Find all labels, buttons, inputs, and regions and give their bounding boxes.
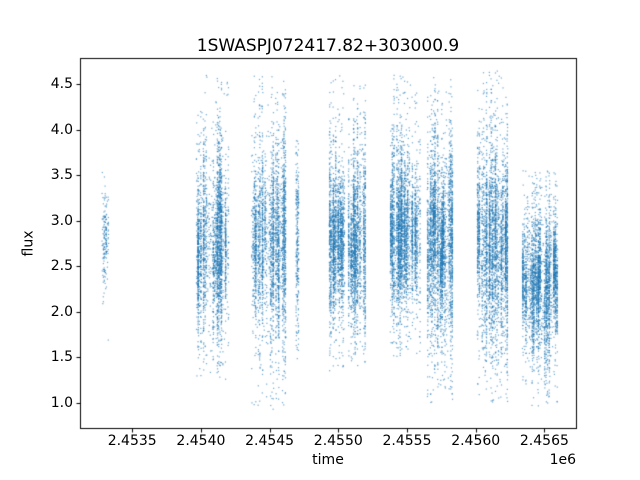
y-tick-label: 3.0 — [50, 212, 73, 229]
x-tick-label: 2.4565 — [519, 433, 569, 449]
y-tick-label: 4.0 — [50, 121, 73, 138]
y-tick-label: 1.5 — [50, 349, 73, 366]
x-tick-label: 2.4545 — [245, 433, 295, 449]
x-axis-label: time — [312, 452, 344, 468]
x-tick-label: 2.4535 — [107, 433, 157, 449]
y-axis-label: flux — [20, 230, 37, 257]
x-tick-label: 2.4560 — [451, 433, 501, 449]
chart-title: 1SWASPJ072417.82+303000.9 — [196, 36, 460, 56]
y-tick-label: 1.0 — [50, 394, 73, 411]
y-tick-label: 3.5 — [50, 167, 73, 184]
y-tick-label: 4.5 — [50, 76, 73, 93]
x-tick-label: 2.4550 — [313, 433, 363, 449]
x-axis-offset-text: 1e6 — [549, 452, 576, 468]
x-tick-label: 2.4540 — [176, 433, 226, 449]
y-tick-label: 2.5 — [50, 258, 73, 275]
x-tick-label: 2.4555 — [382, 433, 432, 449]
y-tick-label: 2.0 — [50, 303, 73, 320]
